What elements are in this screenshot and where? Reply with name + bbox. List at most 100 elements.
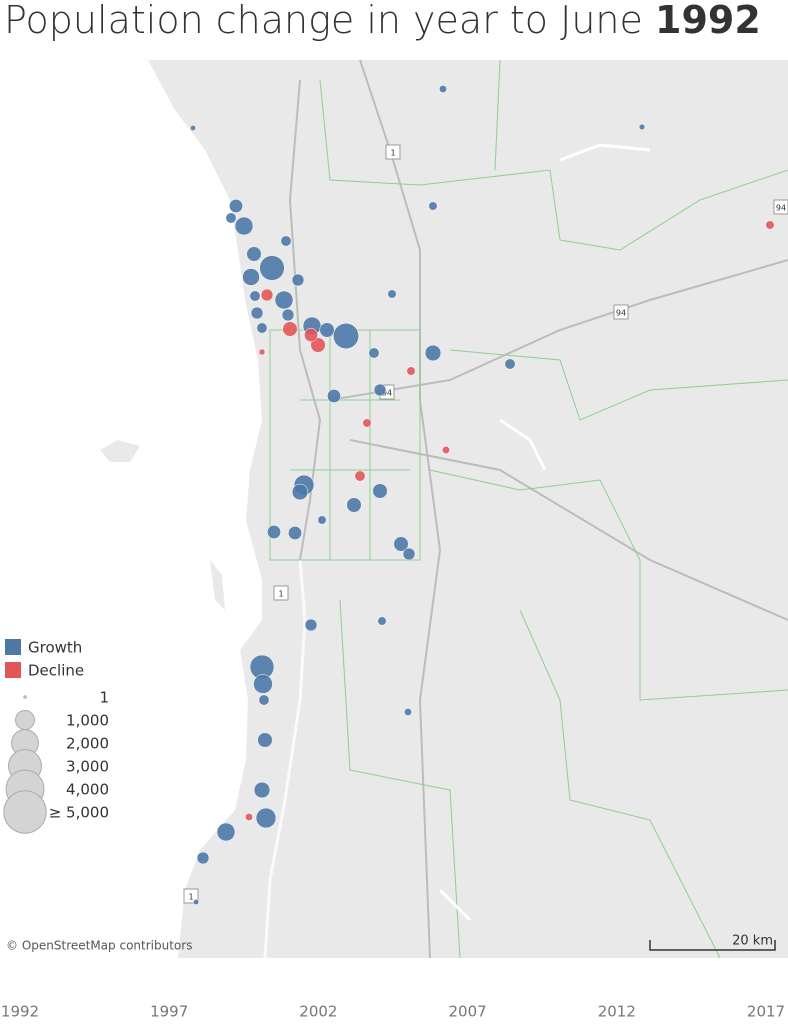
timeline-year: 2012: [598, 1003, 636, 1021]
bubble: [377, 616, 387, 626]
size-legend-circle: [15, 710, 35, 730]
title-text: Population change in year to June: [4, 0, 643, 42]
bubble: [253, 674, 273, 694]
timeline-year: 2002: [299, 1003, 337, 1021]
boundary: [319, 79, 788, 251]
bubble: [253, 781, 271, 799]
bubble: [260, 288, 274, 302]
bubble: [362, 418, 372, 428]
legend-label: Decline: [28, 662, 84, 680]
legend-label: Growth: [28, 639, 82, 657]
legend-swatch: [5, 662, 21, 678]
road-shield: [385, 144, 401, 160]
bubble: [319, 322, 335, 338]
suburb-grid: [269, 329, 421, 561]
road-label: 1: [188, 893, 193, 902]
bubble: [393, 536, 409, 552]
boundary: [429, 469, 788, 959]
bubble: [304, 328, 318, 342]
attribution: © OpenStreetMap contributors: [6, 939, 192, 953]
bubble: [245, 813, 253, 821]
size-legend-circle: [3, 790, 47, 834]
bubble: [196, 851, 210, 865]
freeway: [263, 559, 307, 959]
sea: [0, 60, 262, 958]
bubble: [406, 366, 416, 376]
bubble: [193, 899, 199, 905]
size-legend-label: 1: [99, 689, 109, 707]
bubble: [304, 618, 318, 632]
size-legend-circle: [23, 695, 27, 699]
scale-bar: [649, 940, 776, 951]
size-legend-label: 4,000: [66, 781, 109, 799]
road-shield: [773, 199, 788, 215]
timeline-year: 2017: [747, 1003, 785, 1021]
island: [210, 560, 225, 610]
bubble: [250, 306, 264, 320]
bubble: [424, 344, 442, 362]
bubble: [258, 694, 270, 706]
bubble: [317, 515, 327, 525]
bubble: [274, 290, 294, 310]
bubble: [229, 199, 243, 213]
size-legend-label: 3,000: [66, 758, 109, 776]
map: 1 94 94 1 1 94 © OpenStreetMap contributors 2…: [0, 59, 788, 959]
road: [329, 259, 788, 401]
scale-label: 20 km: [732, 934, 773, 949]
bubble: [246, 246, 262, 262]
bubble: [765, 220, 775, 230]
bubble: [327, 389, 341, 403]
bubble: [291, 273, 305, 287]
bubble: [504, 358, 516, 370]
bubble: [310, 337, 326, 353]
road-shield: [273, 585, 289, 601]
timeline-year: 1992: [1, 1003, 39, 1021]
bubble: [234, 216, 254, 236]
bubble: [638, 123, 646, 131]
bubble: [280, 235, 292, 247]
size-legend-label: 2,000: [66, 735, 109, 753]
bubble: [291, 483, 309, 501]
bubble: [333, 323, 359, 349]
bubble: [354, 470, 366, 482]
bubble: [256, 322, 268, 334]
bubble: [288, 526, 302, 540]
timeline-year: 1997: [150, 1003, 188, 1021]
bubble: [259, 255, 285, 281]
bubble: [404, 708, 412, 716]
road-label: 94: [616, 309, 626, 318]
bubble: [255, 807, 277, 829]
title: Population change in year to June 1992: [4, 0, 761, 42]
road-shield: [613, 304, 629, 320]
bubble: [368, 347, 380, 359]
bubble: [190, 125, 196, 131]
timeline: 1992 1997 2002 2007 2012 2017: [1, 1003, 785, 1021]
road-label: 94: [776, 204, 786, 213]
boundary: [449, 59, 788, 421]
bubble: [282, 321, 298, 337]
size-legend-label: 1,000: [66, 712, 109, 730]
water: [438, 143, 651, 922]
bubble: [257, 732, 273, 748]
bubble: [258, 348, 266, 356]
bubble: [346, 497, 362, 513]
bubble: [225, 212, 237, 224]
road-label: 1: [390, 149, 395, 158]
legend: Growth Decline 1 1,000 2,000 3,000 4,000 ≥ 5,00…: [3, 639, 109, 834]
timeline-year: 2007: [449, 1003, 487, 1021]
bubble: [281, 308, 295, 322]
legend-swatch: [5, 639, 21, 655]
bubble: [216, 822, 236, 842]
title-year: 1992: [655, 0, 761, 42]
bubble: [428, 201, 438, 211]
island: [100, 440, 140, 462]
bubble: [387, 289, 397, 299]
size-legend-label: ≥ 5,000: [49, 804, 109, 822]
road-label: 94: [382, 389, 392, 398]
bubble: [373, 383, 387, 397]
bubble: [439, 85, 447, 93]
bubble: [242, 268, 260, 286]
road: [349, 439, 788, 621]
bubble: [267, 525, 281, 539]
